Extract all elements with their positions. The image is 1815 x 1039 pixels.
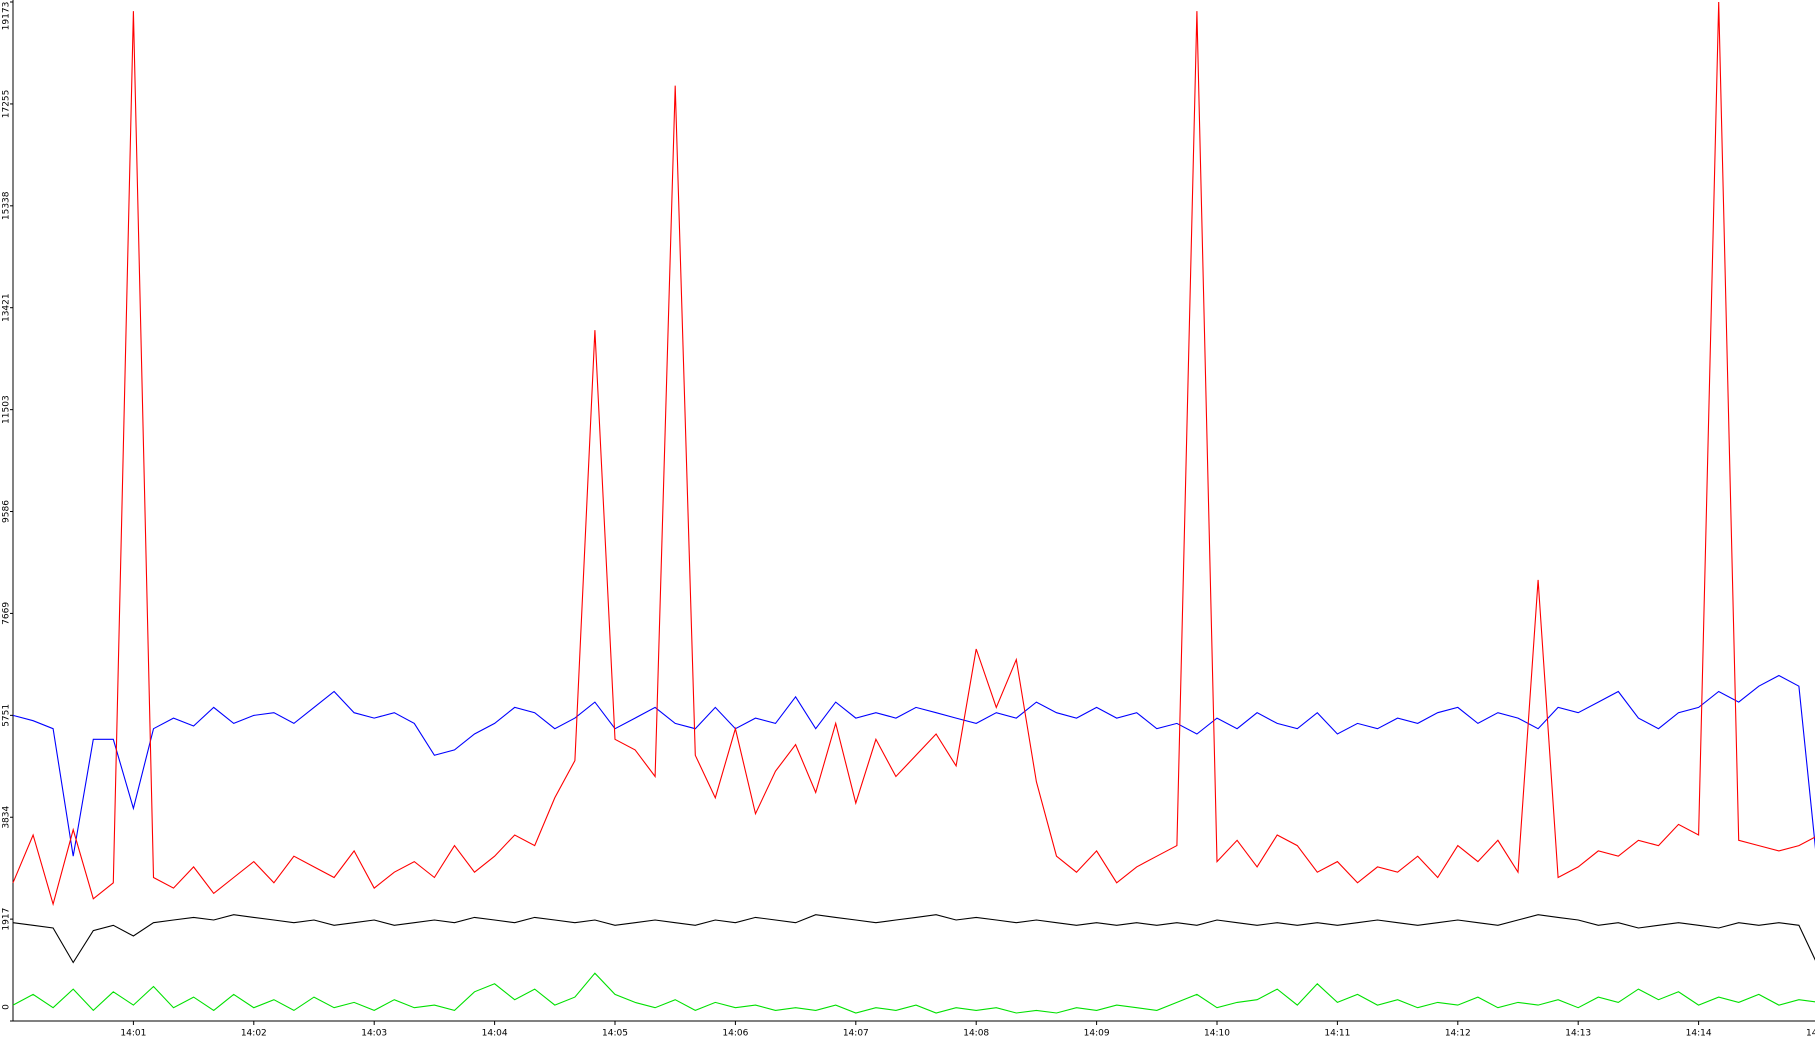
series-line	[12, 674, 1815, 857]
series-line	[12, 914, 1815, 964]
y-tick-label: 5751	[2, 704, 12, 727]
y-tick-label: 3834	[2, 806, 12, 829]
x-tick-label: 14:14	[1686, 1029, 1712, 1039]
y-tick-label: 13421	[2, 293, 12, 322]
y-tick-label: 11503	[2, 395, 12, 424]
series-line	[12, 1, 1815, 907]
x-tick-label: 14:11	[1324, 1029, 1350, 1039]
x-tick-label: 14:03	[361, 1029, 387, 1039]
x-tick-label: 14:15	[1806, 1029, 1815, 1039]
y-tick-label: 0	[2, 1004, 12, 1010]
x-tick-label: 14:05	[602, 1029, 628, 1039]
x-tick-label: 14:09	[1084, 1029, 1110, 1039]
y-tick-label: 1917	[2, 908, 12, 931]
y-tick-label: 7669	[2, 602, 12, 625]
x-tick-label: 14:07	[843, 1029, 869, 1039]
y-tick-label: 15338	[2, 191, 12, 220]
x-tick-label: 14:10	[1204, 1029, 1230, 1039]
x-tick-label: 14:02	[241, 1029, 267, 1039]
y-tick-label: 19173	[2, 2, 12, 31]
y-tick-label: 9586	[2, 500, 12, 523]
x-tick-label: 14:13	[1565, 1029, 1591, 1039]
y-tick-label: 17255	[2, 90, 12, 119]
series-line	[12, 972, 1815, 1014]
x-tick-label: 14:06	[722, 1029, 748, 1039]
x-tick-label: 14:08	[963, 1029, 989, 1039]
x-tick-label: 14:12	[1445, 1029, 1471, 1039]
x-tick-label: 14:01	[120, 1029, 146, 1039]
x-tick-label: 14:04	[482, 1029, 508, 1039]
